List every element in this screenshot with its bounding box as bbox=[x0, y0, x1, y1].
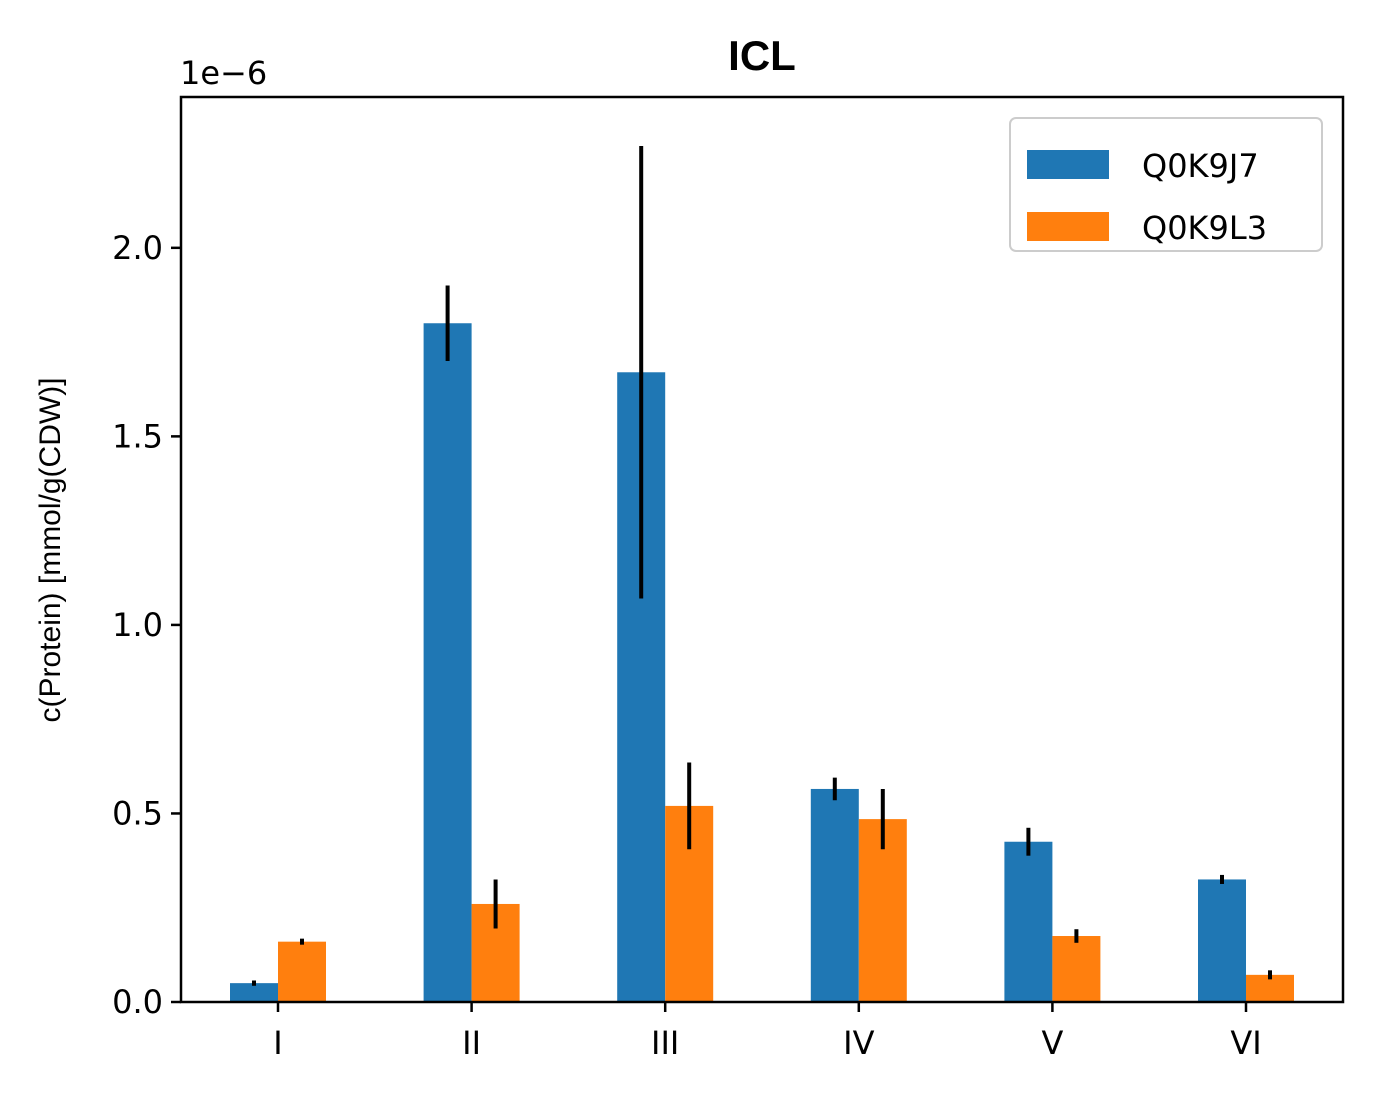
bar-Q0K9J7-VI bbox=[1198, 879, 1246, 1002]
plot-frame bbox=[179, 95, 1345, 1004]
y-tick-label-0.5: 0.5 bbox=[112, 794, 163, 832]
legend-label-Q0K9J7: Q0K9J7 bbox=[1142, 147, 1259, 185]
y-tick-label-2.0: 2.0 bbox=[112, 229, 163, 267]
bar-Q0K9L3-IV bbox=[858, 819, 907, 1002]
bar-Q0K9J7-II bbox=[423, 323, 472, 1002]
legend-label-Q0K9L3: Q0K9L3 bbox=[1142, 209, 1267, 247]
x-tick-label-I: I bbox=[273, 1024, 282, 1062]
y-tick-label-1.0: 1.0 bbox=[112, 606, 163, 644]
bar-Q0K9J7-IV bbox=[810, 788, 859, 1002]
y-tick-label-1.5: 1.5 bbox=[112, 417, 163, 455]
bar-Q0K9J7-I bbox=[230, 983, 278, 1002]
y-axis-label: c(Protein) [mmol/g(CDW)] bbox=[34, 377, 67, 722]
x-tick-label-VI: VI bbox=[1230, 1024, 1261, 1062]
x-tick-label-IV: IV bbox=[843, 1024, 874, 1062]
y-axis-scale-label: 1e−6 bbox=[180, 54, 267, 92]
plot-area: 0.00.51.01.52.0I II III IV V VI bbox=[112, 95, 1345, 1062]
legend-swatch-Q0K9L3 bbox=[1027, 212, 1109, 241]
legend-swatch-Q0K9J7 bbox=[1027, 150, 1109, 179]
bar-Q0K9L3-V bbox=[1052, 936, 1101, 1002]
legend: Q0K9J7 Q0K9L3 bbox=[1009, 117, 1323, 252]
bar-Q0K9J7-V bbox=[1004, 841, 1053, 1002]
bar-Q0K9L3-I bbox=[278, 941, 326, 1002]
x-tick-label-V: V bbox=[1041, 1024, 1063, 1062]
x-tick-label-II: II bbox=[462, 1024, 481, 1062]
x-tick-label-III: III bbox=[651, 1024, 679, 1062]
chart-title: ICL bbox=[728, 32, 796, 79]
y-tick-label-0.0: 0.0 bbox=[112, 983, 163, 1021]
